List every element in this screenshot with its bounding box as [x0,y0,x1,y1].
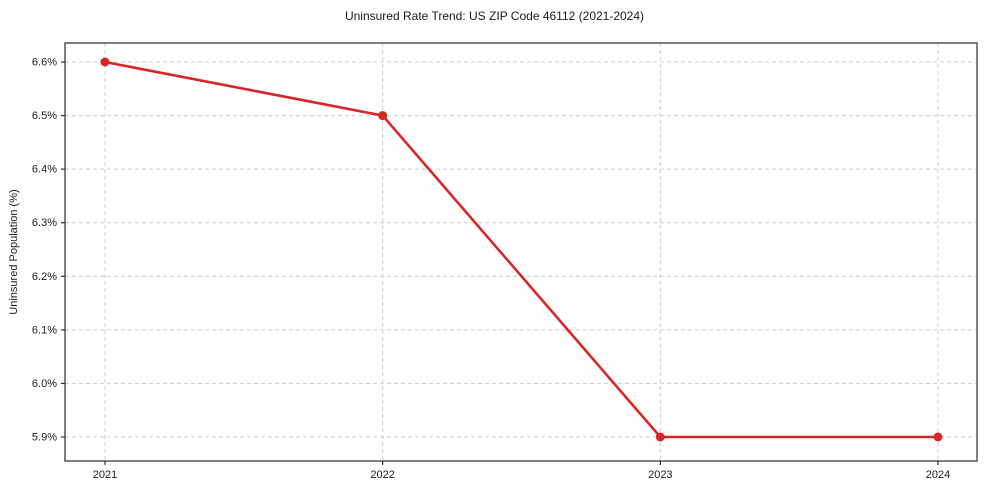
axis-ticks: 5.9% 6.0% 6.1% 6.2% 6.3% 6.4% 6.5% 6.6% 2021 2022… [32,57,950,482]
y-tick-label: 6.5% [32,110,57,122]
data-point-marker [100,57,110,67]
x-tick-label: 2024 [926,469,950,481]
plot-border [64,42,978,462]
x-tick-label: 2021 [93,469,117,481]
y-tick-label: 5.9% [32,432,57,444]
x-tick-label: 2023 [648,469,672,481]
x-tick-label: 2022 [370,469,394,481]
y-tick-label: 6.2% [32,271,57,283]
data-point-marker [655,432,665,442]
series-line [103,60,940,439]
gridlines [65,43,977,461]
y-tick-label: 6.1% [32,324,57,336]
data-point-marker [933,432,943,442]
chart-title: Uninsured Rate Trend: US ZIP Code 46112 … [344,9,645,23]
y-tick-label: 6.0% [32,378,57,390]
y-tick-label: 6.3% [32,217,57,229]
y-tick-label: 6.4% [32,164,57,176]
data-point-marker [378,111,388,121]
y-tick-label: 6.6% [32,57,57,69]
